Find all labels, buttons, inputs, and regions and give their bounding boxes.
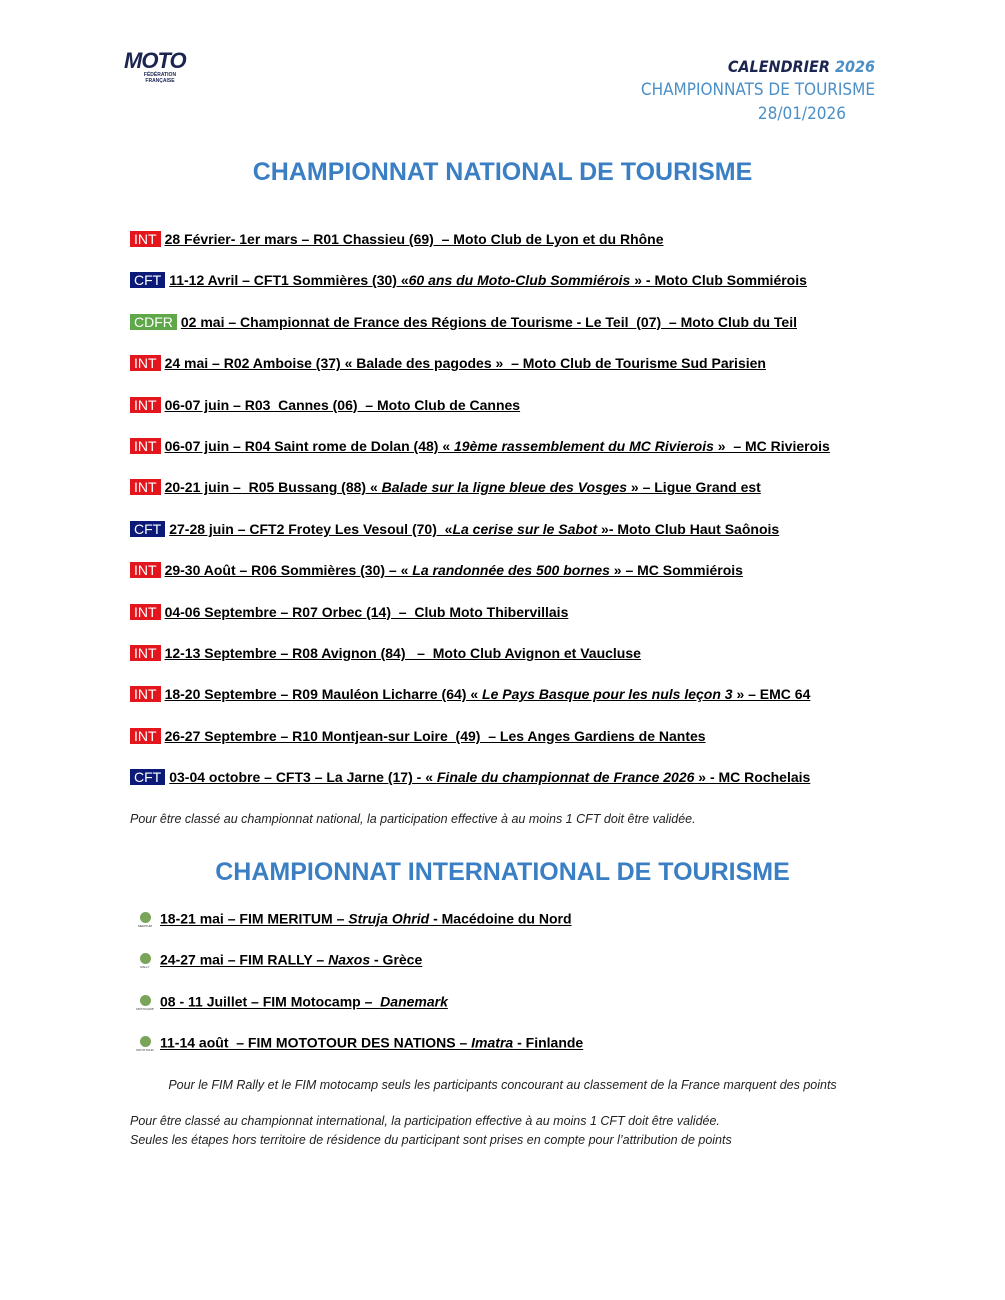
event-text: 11-14 août – FIM MOTOTOUR DES NATIONS – (160, 1034, 472, 1051)
event-text: 60 ans du Moto-Club Sommiérois (408, 272, 631, 289)
event-tag: CFT (130, 769, 166, 786)
event-text: - Finlande (513, 1034, 584, 1051)
event-text: » - Moto Club Sommiérois (630, 272, 807, 289)
event-text: 28 Février- 1er mars – R01 Chassieu (69)… (164, 231, 664, 247)
event-text: La randonnée des 500 bornes (412, 562, 610, 579)
event-text: 08 - 11 Juillet – FIM Motocamp – (160, 993, 381, 1010)
event-row: MERITUM 18-21 mai – FIM MERITUM – Struja … (136, 910, 572, 930)
event-tag: CFT (130, 520, 166, 537)
event-row: INT 26-27 Septembre – R10 Montjean-sur Lo… (130, 727, 706, 744)
event-row: CFT 03-04 octobre – CFT3 – La Jarne (17) … (130, 769, 811, 786)
event-row: INT 06-07 juin – R04 Saint rome de Dolan … (130, 438, 830, 454)
footnote: Pour être classé au championnat national… (130, 812, 696, 826)
event-text: Naxos (328, 952, 371, 969)
calendar-heading: CALENDRIER 2026 (728, 57, 875, 76)
event-text: La cerise sur le Sabot (452, 520, 598, 537)
event-row: INT 29-30 Août – R06 Sommières (30) – « L… (130, 562, 743, 579)
event-row: INT 12-13 Septembre – R08 Avignon (84) – … (130, 645, 641, 661)
event-row: CFT 11-12 Avril – CFT1 Sommières (30) «60… (130, 272, 807, 289)
event-row: INT 28 Février- 1er mars – R01 Chassieu (… (130, 231, 664, 247)
section-title: CHAMPIONNAT INTERNATIONAL DE TOURISME (215, 858, 790, 886)
event-tag: INT (130, 396, 161, 413)
footnote: Seules les étapes hors territoire de rés… (130, 1133, 732, 1147)
event-tag: INT (130, 231, 161, 247)
event-text: 12-13 Septembre – R08 Avignon (84) – Mot… (164, 645, 641, 661)
section-title: CHAMPIONNAT NATIONAL DE TOURISME (252, 158, 753, 186)
event-row: INT 06-07 juin – R03 Cannes (06) – Moto C… (130, 396, 521, 413)
event-text: Balade sur la ligne bleue des Vosges (381, 479, 628, 496)
calendar-label: CALENDRIER (727, 57, 830, 76)
event-text: Le Pays Basque pour les nuls leçon 3 (482, 686, 733, 703)
event-text: » – Ligue Grand est (627, 479, 761, 496)
logo: MOTO (124, 48, 187, 73)
event-tag: CFT (130, 272, 166, 289)
event-row: INT 24 mai – R02 Amboise (37) « Balade de… (130, 355, 766, 372)
logo-subtitle: FÉDÉRATION FRANÇAISE (143, 72, 177, 84)
event-icon: MOTOTOUR (136, 1034, 154, 1054)
event-tag: INT (130, 479, 161, 496)
event-tag: INT (130, 686, 161, 703)
event-row: MOTOTOUR 11-14 août – FIM MOTOTOUR DES NA… (136, 1034, 583, 1054)
event-text: 11-12 Avril – CFT1 Sommières (30) « (169, 272, 409, 289)
event-tag: INT (130, 645, 161, 661)
event-text: 06-07 juin – R04 Saint rome de Dolan (48… (164, 438, 454, 454)
event-text: » - MC Rochelais (694, 769, 811, 786)
event-text: Struja Ohrid (348, 910, 430, 927)
event-text: »- Moto Club Haut Saônois (597, 520, 780, 537)
event-text: » – MC Sommiérois (609, 562, 743, 579)
event-text: Danemark (380, 993, 448, 1010)
event-row: CFT 27-28 juin – CFT2 Frotey Les Vesoul (… (130, 520, 780, 537)
event-row: INT 20-21 juin – R05 Bussang (88) « Balad… (130, 479, 761, 496)
event-text: 24 mai – R02 Amboise (37) « Balade des p… (164, 355, 766, 372)
event-text: 02 mai – Championnat de France des Régio… (180, 313, 797, 330)
event-icon: RALLY (136, 951, 154, 971)
event-row: CDFR 02 mai – Championnat de France des R… (130, 313, 797, 330)
event-row: INT 04-06 Septembre – R07 Orbec (14) – Cl… (130, 603, 569, 620)
event-text: - Macédoine du Nord (429, 910, 572, 927)
event-text: 20-21 juin – R05 Bussang (88) « (164, 479, 382, 496)
event-text: 26-27 Septembre – R10 Montjean-sur Loire… (164, 727, 706, 744)
event-text: 24-27 mai – FIM RALLY – (160, 952, 329, 969)
event-tag: INT (130, 562, 161, 579)
event-row: MOTOCAMP 08 - 11 Juillet – FIM Motocamp –… (136, 993, 448, 1013)
event-text: - Grèce (370, 952, 423, 969)
event-text: » – MC Rivierois (713, 438, 830, 454)
header-subtitle: CHAMPIONNATS DE TOURISME (640, 80, 875, 100)
event-text: Imatra (471, 1034, 514, 1051)
event-text: » – EMC 64 (732, 686, 811, 703)
event-row: RALLY 24-27 mai – FIM RALLY – Naxos - Grè… (136, 951, 422, 971)
footnote: Pour le FIM Rally et le FIM motocamp seu… (168, 1078, 837, 1092)
event-tag: INT (130, 355, 161, 372)
event-tag: INT (130, 727, 161, 744)
event-text: 19ème rassemblement du MC Rivierois (454, 438, 714, 454)
event-tag: INT (130, 603, 161, 620)
calendar-year: 2026 (834, 57, 875, 76)
event-text: 27-28 juin – CFT2 Frotey Les Vesoul (70)… (169, 520, 453, 537)
event-tag: CDFR (130, 313, 177, 330)
event-text: 29-30 Août – R06 Sommières (30) – « (164, 562, 413, 579)
event-icon: MERITUM (136, 910, 154, 930)
event-text: 06-07 juin – R03 Cannes (06) – Moto Club… (164, 396, 521, 413)
event-text: 04-06 Septembre – R07 Orbec (14) – Club … (164, 603, 569, 620)
event-icon: MOTOCAMP (136, 993, 154, 1013)
event-text: Finale du championnat de France 2026 (436, 769, 695, 786)
event-row: INT 18-20 Septembre – R09 Mauléon Licharr… (130, 686, 811, 703)
footnote: Pour être classé au championnat internat… (130, 1114, 720, 1128)
header-date: 28/01/2026 (757, 104, 846, 124)
event-tag: INT (130, 438, 161, 454)
event-text: 18-21 mai – FIM MERITUM – (160, 910, 349, 927)
event-text: 18-20 Septembre – R09 Mauléon Licharre (… (164, 686, 483, 703)
event-text: 03-04 octobre – CFT3 – La Jarne (17) - « (169, 769, 437, 786)
